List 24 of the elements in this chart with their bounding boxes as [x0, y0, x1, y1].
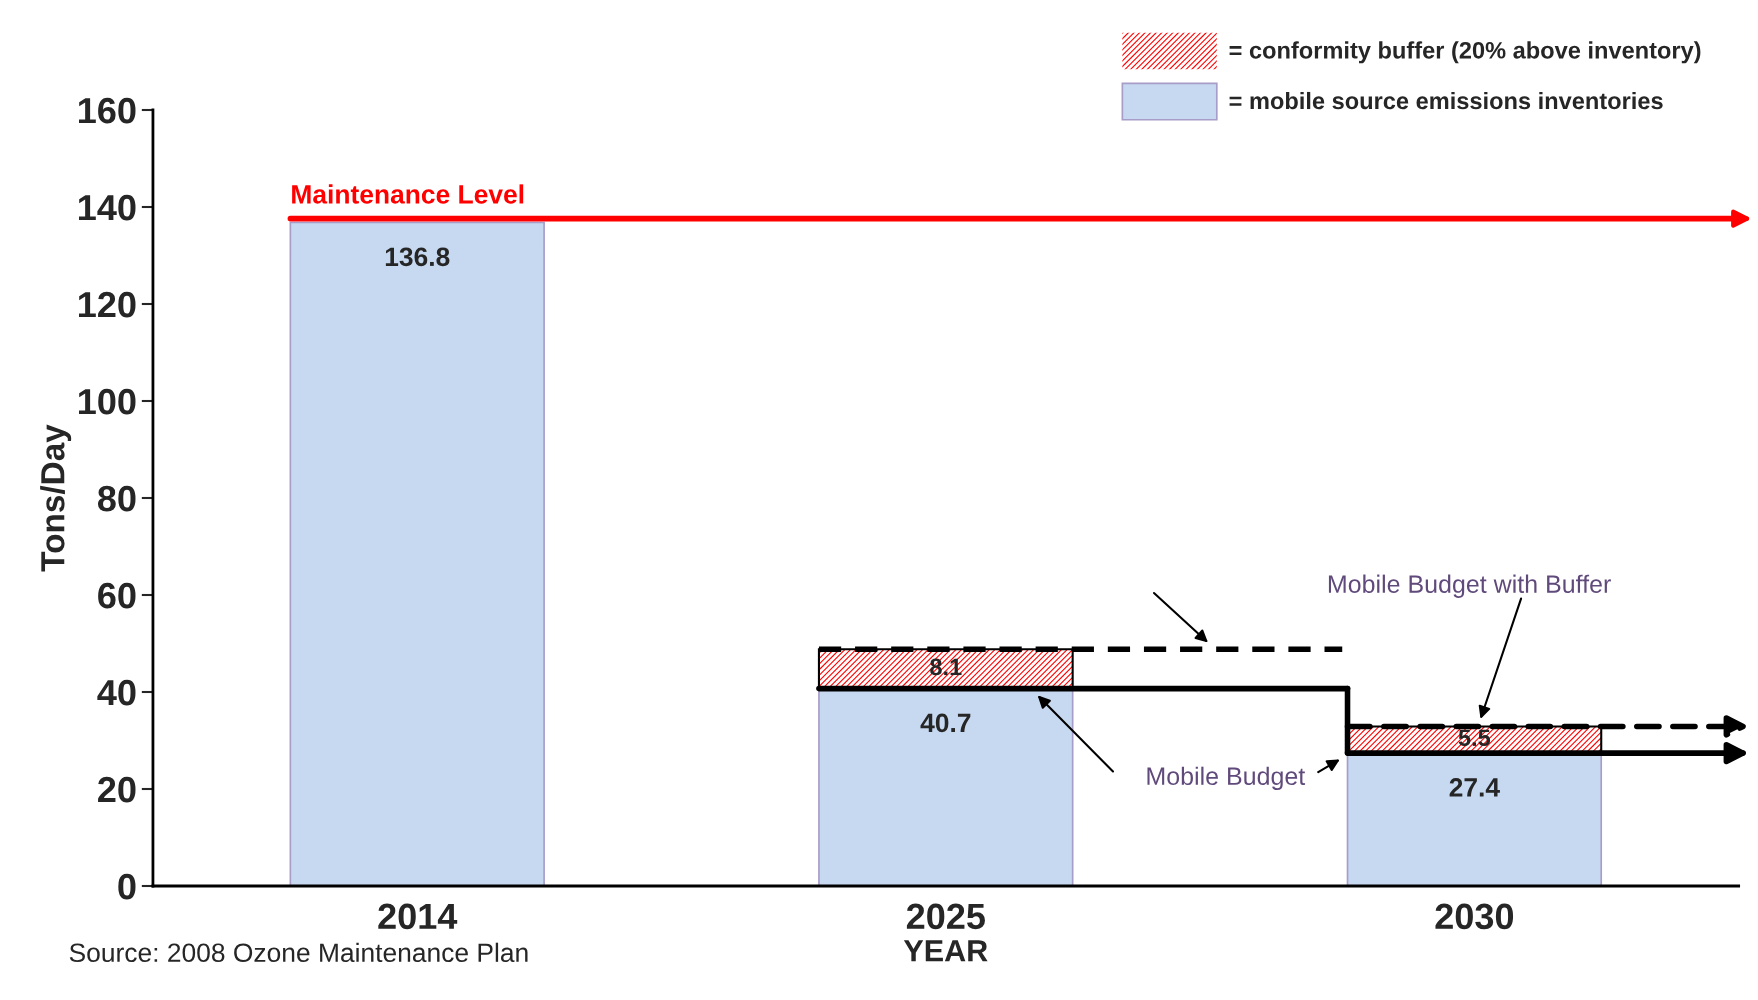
y-tick-label: 120	[79, 291, 136, 318]
legend-label: = conformity buffer (20% above inventory)	[1229, 41, 1701, 64]
annotation: Mobile Budget with Buffer	[1328, 574, 1611, 598]
y-tick-label: 40	[97, 679, 136, 706]
data-label: 27.4	[1449, 778, 1500, 797]
y-tick-label: 80	[97, 485, 136, 512]
source-note: Source: 2008 Ozone Maintenance Plan	[69, 942, 528, 963]
x-tick-label: 2014	[378, 903, 458, 930]
y-tick-label: 160	[79, 97, 136, 124]
data-label: 40.7	[920, 713, 971, 733]
y-tick-label: 60	[98, 582, 136, 609]
data-label: 136.8	[385, 247, 450, 267]
y-tick-label: 20	[98, 776, 136, 803]
bar	[289, 221, 545, 886]
x-axis-title: YEAR	[903, 940, 988, 962]
annotation: Mobile Budget	[1147, 766, 1306, 790]
x-tick-label: 2030	[1435, 903, 1514, 930]
y-tick-label: 140	[79, 194, 136, 221]
legend-label: = mobile source emissions inventories	[1229, 91, 1663, 110]
y-axis-title: Tons/Day	[40, 424, 72, 572]
y-tick-label: 100	[79, 388, 136, 415]
ref-line-label: Maintenance Level	[292, 184, 524, 204]
x-tick-label: 2025	[906, 903, 985, 930]
y-tick-label: 0	[118, 873, 136, 900]
